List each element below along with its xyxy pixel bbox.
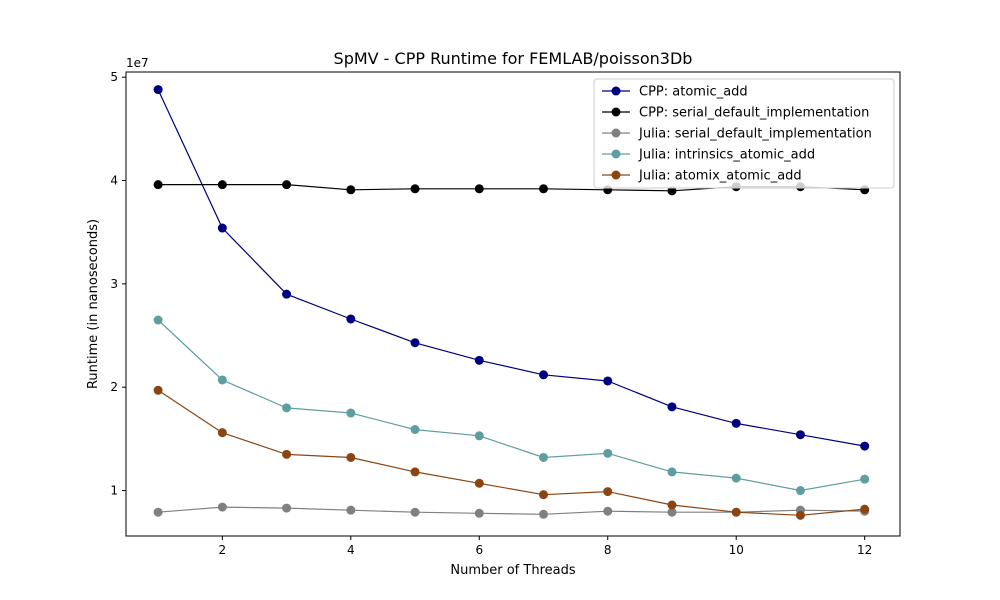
data-point bbox=[346, 408, 356, 418]
data-point bbox=[474, 184, 484, 194]
data-point bbox=[667, 507, 677, 517]
x-axis-label: Number of Threads bbox=[450, 563, 575, 578]
data-point bbox=[474, 478, 484, 488]
data-point bbox=[346, 314, 356, 324]
legend-marker bbox=[611, 107, 621, 117]
data-point bbox=[603, 448, 613, 458]
legend-item: Julia: intrinsics_atomic_add bbox=[602, 148, 815, 163]
data-point bbox=[667, 186, 677, 196]
legend-label: CPP: atomic_add bbox=[639, 85, 748, 100]
legend-marker bbox=[611, 149, 621, 159]
series-layer bbox=[153, 85, 870, 520]
legend-marker bbox=[611, 86, 621, 96]
plot-area bbox=[125, 71, 901, 537]
data-point bbox=[795, 510, 805, 520]
data-point bbox=[539, 490, 549, 500]
data-point bbox=[153, 507, 163, 517]
data-point bbox=[731, 473, 741, 483]
data-point bbox=[217, 180, 227, 190]
y-tick-label: 3 bbox=[110, 277, 118, 291]
data-point bbox=[282, 449, 292, 459]
data-point bbox=[153, 385, 163, 395]
legend-item: Julia: atomix_atomic_add bbox=[602, 169, 802, 184]
x-tick-label: 4 bbox=[347, 543, 355, 557]
series-line bbox=[157, 319, 865, 492]
y-axis: 1 2 3 4 5 bbox=[110, 70, 126, 498]
legend-label: Julia: atomix_atomic_add bbox=[638, 169, 802, 184]
series-4 bbox=[153, 315, 870, 496]
legend-label: Julia: serial_default_implementation bbox=[638, 127, 872, 142]
chart-title: SpMV - CPP Runtime for FEMLAB/poisson3Db bbox=[334, 49, 693, 68]
data-point bbox=[346, 452, 356, 462]
y-tick-label: 1 bbox=[110, 484, 118, 498]
y-tick-label: 4 bbox=[110, 174, 118, 188]
data-point bbox=[410, 425, 420, 435]
data-point bbox=[410, 338, 420, 348]
data-point bbox=[860, 474, 870, 484]
data-point bbox=[539, 184, 549, 194]
legend-marker bbox=[611, 170, 621, 180]
legend-item: CPP: atomic_add bbox=[602, 85, 748, 100]
data-point bbox=[217, 375, 227, 385]
data-point bbox=[539, 509, 549, 519]
data-point bbox=[346, 505, 356, 515]
data-point bbox=[153, 180, 163, 190]
plot-frame bbox=[125, 71, 901, 537]
x-tick-label: 10 bbox=[729, 543, 744, 557]
y-axis-label: Runtime (in nanoseconds) bbox=[86, 219, 101, 389]
series-line bbox=[157, 389, 865, 516]
x-tick-label: 12 bbox=[857, 543, 872, 557]
data-point bbox=[860, 504, 870, 514]
legend-label: Julia: intrinsics_atomic_add bbox=[638, 148, 815, 163]
data-point bbox=[667, 500, 677, 510]
data-point bbox=[153, 85, 163, 95]
data-point bbox=[217, 502, 227, 512]
data-point bbox=[474, 508, 484, 518]
data-point bbox=[153, 315, 163, 325]
data-point bbox=[282, 289, 292, 299]
data-point bbox=[795, 486, 805, 496]
x-tick-label: 2 bbox=[219, 543, 227, 557]
data-point bbox=[603, 487, 613, 497]
y-multiplier-label: 1e7 bbox=[126, 56, 149, 70]
data-point bbox=[731, 507, 741, 517]
data-point bbox=[539, 370, 549, 380]
data-point bbox=[217, 223, 227, 233]
data-point bbox=[667, 402, 677, 412]
legend-box bbox=[593, 78, 895, 189]
data-point bbox=[410, 467, 420, 477]
data-point bbox=[346, 185, 356, 195]
legend-item: Julia: serial_default_implementation bbox=[602, 127, 872, 142]
series-line bbox=[158, 506, 865, 515]
data-point bbox=[217, 428, 227, 438]
data-point bbox=[474, 355, 484, 365]
data-point bbox=[282, 403, 292, 413]
data-point bbox=[667, 467, 677, 477]
data-point bbox=[410, 507, 420, 517]
legend-item: CPP: serial_default_implementation bbox=[602, 106, 869, 121]
y-tick-label: 5 bbox=[110, 70, 118, 84]
data-point bbox=[282, 503, 292, 513]
data-point bbox=[795, 430, 805, 440]
data-point bbox=[603, 506, 613, 516]
series-5 bbox=[153, 385, 870, 520]
data-point bbox=[539, 452, 549, 462]
y-tick-label: 2 bbox=[110, 380, 118, 394]
data-point bbox=[603, 376, 613, 386]
data-point bbox=[860, 441, 870, 451]
data-point bbox=[474, 431, 484, 441]
data-point bbox=[410, 184, 420, 194]
series-1 bbox=[153, 85, 870, 451]
x-tick-label: 8 bbox=[604, 543, 612, 557]
series-line bbox=[157, 89, 865, 447]
data-point bbox=[282, 180, 292, 190]
legend-marker bbox=[611, 128, 621, 138]
legend-label: CPP: serial_default_implementation bbox=[639, 106, 869, 121]
legend: CPP: atomic_add CPP: serial_default_imple… bbox=[593, 78, 895, 189]
x-axis: 2 4 6 8 10 12 bbox=[219, 536, 872, 557]
data-point bbox=[731, 418, 741, 428]
x-tick-label: 6 bbox=[475, 543, 483, 557]
series-3 bbox=[153, 502, 870, 519]
